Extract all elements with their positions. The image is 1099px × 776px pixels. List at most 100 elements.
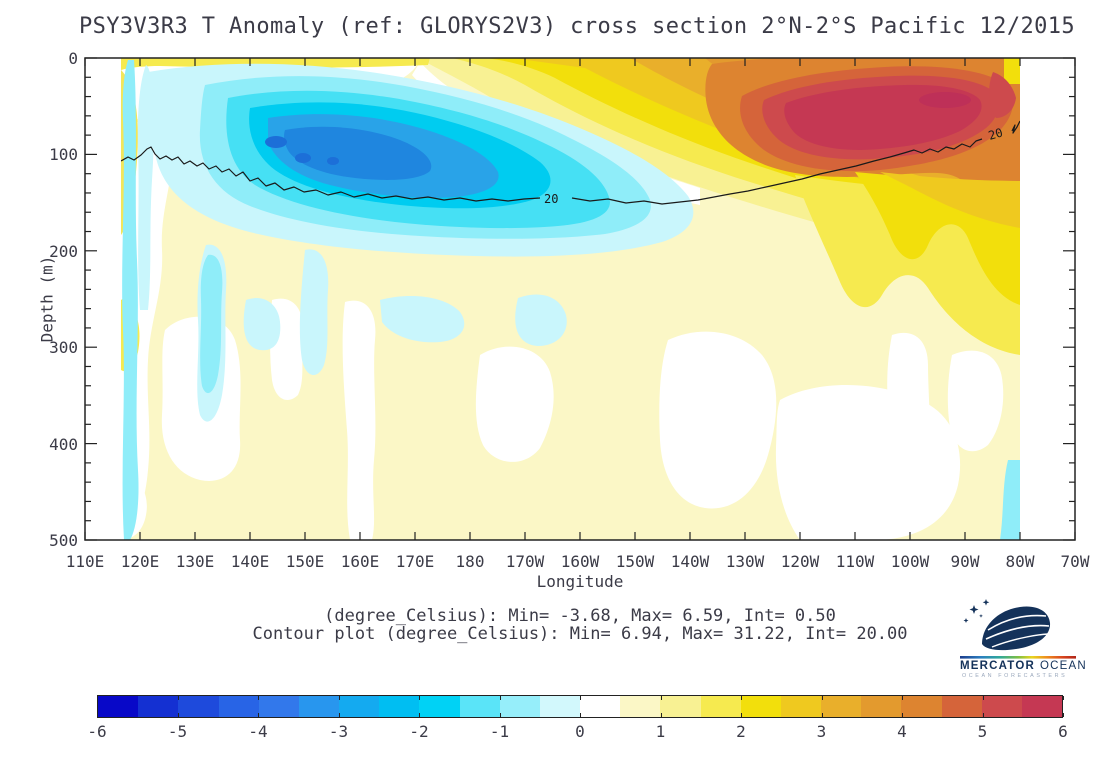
colorbar-notch <box>1063 696 1064 700</box>
colorbar-tick-label: -2 <box>409 722 429 741</box>
x-tick-label: 150E <box>285 552 325 571</box>
colorbar-tick-label: -3 <box>328 722 349 741</box>
y-tick-label: 400 <box>49 434 78 454</box>
colorbar-notch <box>741 713 742 717</box>
colorbar-segment <box>821 696 862 717</box>
colorbar-segment <box>780 696 822 717</box>
colorbar-segment <box>339 696 380 717</box>
colorbar-segment <box>98 696 139 717</box>
y-axis-title: Depth (m) <box>37 255 57 343</box>
x-tick-label: 130W <box>725 552 765 571</box>
y-tick-label: 500 <box>49 531 78 550</box>
colorbar-segment <box>539 696 581 717</box>
contour-label-east: 20 <box>987 125 1005 142</box>
colorbar-tick-label: -5 <box>167 722 188 741</box>
colorbar-segment <box>861 696 902 717</box>
colorbar-tick-label: 1 <box>655 722 666 741</box>
colorbar-segment <box>379 696 420 717</box>
logo-word-mercator: MERCATOR <box>960 660 1035 672</box>
x-tick-label: 120W <box>780 552 820 571</box>
colorbar-segment <box>981 696 1022 717</box>
colorbar-notch <box>419 713 420 717</box>
x-tick-label: 110W <box>835 552 875 571</box>
colorbar-notch <box>97 696 98 700</box>
x-tick-label: 160W <box>560 552 600 571</box>
y-tick-label: 100 <box>49 145 78 165</box>
colorbar-segment <box>459 696 500 717</box>
colorbar-notch <box>580 713 581 717</box>
colorbar-segment <box>941 696 982 717</box>
contour-label-west: 20 <box>544 192 558 206</box>
colorbar-segment <box>660 696 701 717</box>
x-tick-label: 170W <box>505 552 545 571</box>
anomaly-field: 20 20 <box>121 58 1020 540</box>
x-tick-label: 170E <box>395 552 435 571</box>
logo-wordmark: MERCATOR OCEAN <box>960 660 1087 672</box>
colorbar-tick-label: 4 <box>897 722 907 741</box>
colorbar-segment <box>580 696 621 717</box>
x-tick-label: 90W <box>950 552 980 571</box>
x-tick-label: 130E <box>175 552 215 571</box>
colorbar-tick-label: -1 <box>489 722 510 741</box>
colorbar-segment <box>740 696 781 717</box>
colorbar-segment <box>138 696 179 717</box>
colorbar-notch <box>580 696 581 700</box>
colorbar-tick-label: 6 <box>1058 722 1068 741</box>
y-tick-label: 0 <box>68 49 78 68</box>
colorbar-tick-label: -4 <box>248 722 268 741</box>
colorbar-tick-label: 5 <box>977 722 988 741</box>
colorbar-notch <box>419 696 420 700</box>
colorbar-notch <box>1063 713 1064 717</box>
colorbar-notch <box>258 696 259 700</box>
plot-frame <box>84 57 1076 541</box>
colorbar-notch <box>338 696 340 700</box>
colorbar-segment <box>700 696 741 717</box>
colorbar-notch <box>821 696 823 700</box>
colorbar-segment <box>419 696 460 717</box>
x-tick-label: 150W <box>615 552 655 571</box>
colorbar-notch <box>821 713 823 717</box>
colorbar-notch <box>982 696 984 700</box>
colorbar-segment <box>298 696 340 717</box>
colorbar-tick-label: -6 <box>87 722 107 741</box>
colorbar-segment <box>178 696 219 717</box>
colorbar-segment <box>218 696 259 717</box>
colorbar-segment <box>258 696 299 717</box>
plot-title: PSY3V3R3 T Anomaly (ref: GLORYS2V3) cros… <box>78 14 1076 39</box>
colorbar-notch <box>177 696 179 700</box>
isotherm-20-contour <box>121 120 1020 205</box>
logo-word-ocean: OCEAN <box>1040 660 1087 672</box>
fill-stats-line: (degree_Celsius): Min= -3.68, Max= 6.59,… <box>324 606 836 626</box>
colorbar-segment <box>1021 696 1063 717</box>
sparkle-icon <box>963 599 990 623</box>
colorbar-notch <box>982 713 984 717</box>
colorbar-notch <box>660 696 662 700</box>
colorbar-segment <box>901 696 942 717</box>
colorbar-notch <box>741 696 742 700</box>
x-tick-label: 80W <box>1005 552 1035 571</box>
mercator-ocean-logo: MERCATOR OCEAN OCEAN FORECASTERS <box>960 599 1087 679</box>
logo-tagline: OCEAN FORECASTERS <box>962 673 1067 679</box>
x-tick-label: 160E <box>340 552 380 571</box>
x-axis-title: Longitude <box>536 572 624 591</box>
x-tick-label: 120E <box>120 552 160 571</box>
rainbow-strip <box>960 656 1076 659</box>
colorbar-notch <box>97 713 98 717</box>
x-tick-label: 140E <box>230 552 270 571</box>
colorbar-notch <box>338 713 340 717</box>
colorbar-tick-label: 3 <box>816 722 827 741</box>
y-tick-label: 200 <box>49 241 78 261</box>
contour-stats-line: Contour plot (degree_Celsius): Min= 6.94… <box>252 624 908 644</box>
colorbar-notch <box>258 713 259 717</box>
x-tick-label: 110E <box>65 552 105 571</box>
colorbar-notch <box>660 713 662 717</box>
colorbar-notch <box>499 696 501 700</box>
x-tick-label: 180 <box>455 552 485 571</box>
colorbar-segment <box>499 696 540 717</box>
x-tick-label: 70W <box>1060 552 1090 571</box>
colorbar-notch <box>902 696 903 700</box>
colorbar-tick-label: 2 <box>736 722 746 741</box>
x-tick-label: 100W <box>890 552 930 571</box>
colorbar-tick-label: 0 <box>575 722 585 741</box>
